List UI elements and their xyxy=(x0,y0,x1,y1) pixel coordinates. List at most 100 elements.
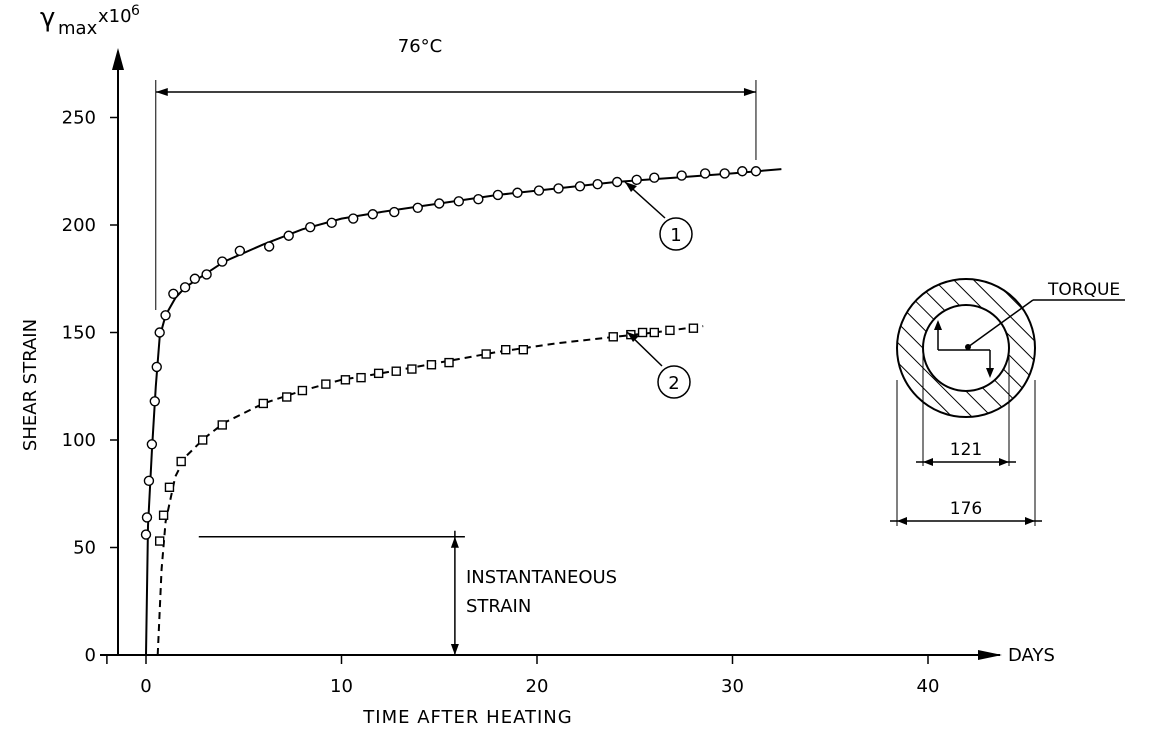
series-1-point xyxy=(305,221,316,233)
series-2-point xyxy=(197,435,208,445)
y-tick-label: 200 xyxy=(62,215,96,236)
series-1-point xyxy=(699,168,711,179)
x-tick-label: 10 xyxy=(330,676,353,697)
series-1-point xyxy=(217,256,228,267)
series-2-point xyxy=(426,360,437,370)
series-2-point xyxy=(217,420,227,430)
x-tick-label: 0 xyxy=(140,676,151,697)
instantaneous-arrow-bottom xyxy=(450,644,459,655)
tube-wall xyxy=(897,279,1035,417)
series-1-point xyxy=(149,396,160,407)
series-1-point xyxy=(141,512,153,523)
series-1-point xyxy=(189,273,201,284)
series-2-line xyxy=(156,325,704,656)
series-1-point xyxy=(719,168,730,179)
series-2-point xyxy=(391,366,401,376)
series-1-point xyxy=(492,189,504,201)
series-2-point xyxy=(164,482,175,492)
series-2-point xyxy=(444,357,454,368)
series-1-point xyxy=(179,282,191,293)
series-1-point xyxy=(201,269,212,280)
cross-section-inset: TORQUE 121 176 xyxy=(890,278,1125,526)
inner-diameter-label: 121 xyxy=(950,440,982,460)
series-2-point xyxy=(407,364,417,374)
series-2-point xyxy=(637,327,648,338)
series-2-point xyxy=(501,345,511,355)
series-1-point xyxy=(631,174,642,186)
series-1-point xyxy=(160,310,171,321)
series-1-point xyxy=(143,475,155,487)
series-2-point xyxy=(176,456,186,467)
series-1-point xyxy=(412,202,423,214)
series-1-point xyxy=(146,439,158,450)
series-2-point xyxy=(282,392,292,402)
curve-2-callout: 2 xyxy=(626,331,691,399)
temperature-arrow-right xyxy=(743,88,756,96)
series-1-point xyxy=(473,193,484,205)
temperature-label: 76°C xyxy=(398,36,442,57)
instantaneous-arrow-top xyxy=(450,536,459,548)
series-2-point xyxy=(340,375,351,385)
series-1-point xyxy=(326,217,337,229)
temperature-arrow-left xyxy=(155,88,168,96)
y-symbol-subscript: max xyxy=(58,18,98,39)
series-1-point xyxy=(367,209,378,220)
series-1-point xyxy=(553,183,564,194)
series-1-point xyxy=(676,170,687,181)
x-axis-unit: DAYS xyxy=(1008,645,1055,666)
curve-1-callout: 1 xyxy=(624,181,693,251)
series-1-point xyxy=(592,178,603,190)
series-1-point xyxy=(154,327,165,338)
series-1-point xyxy=(151,361,162,373)
series-1-point xyxy=(234,245,246,257)
series-1-point xyxy=(453,196,464,207)
curve-2-label: 2 xyxy=(668,373,679,394)
y-tick-label: 0 xyxy=(85,645,96,666)
series-1-point xyxy=(574,181,586,192)
y-tick-label: 150 xyxy=(62,323,96,344)
temperature-bracket xyxy=(155,80,757,310)
series-2-point xyxy=(356,372,366,383)
series-2-point xyxy=(518,345,529,355)
series-2-point xyxy=(649,327,659,338)
series-1-point xyxy=(283,230,294,241)
series-2-point xyxy=(258,398,268,409)
series-1-point xyxy=(750,166,762,177)
curve-1-label: 1 xyxy=(670,225,681,246)
instantaneous-label-line2: STRAIN xyxy=(466,596,531,617)
torque-label: TORQUE xyxy=(1047,280,1120,300)
instantaneous-label-line1: INSTANTANEOUS xyxy=(466,567,617,588)
y-tick-label: 100 xyxy=(62,430,96,451)
torque-arrow-up xyxy=(934,320,942,330)
series-2-point xyxy=(665,325,675,336)
series-1-point xyxy=(649,172,660,183)
series-1-point xyxy=(533,185,545,196)
series-1-point xyxy=(389,206,400,218)
series-1-point xyxy=(611,176,623,188)
series-1-point xyxy=(263,241,275,252)
x-axis xyxy=(100,650,1002,660)
outer-diameter-label: 176 xyxy=(950,499,982,519)
torque-arrow-down xyxy=(986,368,994,378)
series-2-point xyxy=(373,368,384,379)
series-2-point xyxy=(321,379,331,389)
x-axis-title: TIME AFTER HEATING xyxy=(362,707,572,728)
series-2-point xyxy=(158,510,169,520)
x-tick-label: 20 xyxy=(526,676,549,697)
y-symbol: γ xyxy=(40,3,55,33)
y-scale-label: x10 xyxy=(98,6,132,27)
series-2-point xyxy=(297,385,308,396)
series-1-point xyxy=(168,288,179,299)
instantaneous-strain-marker xyxy=(198,530,465,655)
series-2-point xyxy=(154,536,165,546)
x-tick-label: 40 xyxy=(917,676,940,697)
series-1-point xyxy=(348,213,359,224)
series-1-point xyxy=(737,166,748,177)
series-1-point xyxy=(140,529,152,540)
series-2-point xyxy=(608,332,618,342)
y-tick-label: 250 xyxy=(62,108,96,129)
series-1-point xyxy=(512,187,523,198)
series-2-point xyxy=(481,349,491,359)
y-scale-exponent: 6 xyxy=(131,3,140,19)
